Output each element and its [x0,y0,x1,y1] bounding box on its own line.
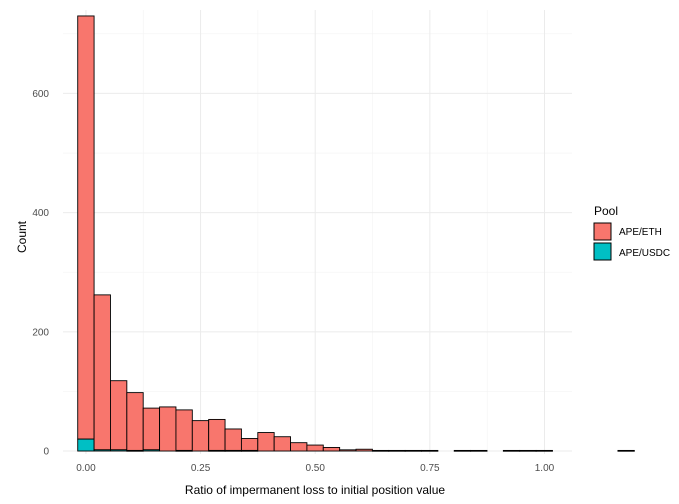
bar-ape-eth [404,449,422,452]
legend-label-ape-usdc: APE/USDC [619,248,670,259]
y-tick-label: 400 [32,208,49,219]
bar-ape-eth [290,442,308,452]
legend: Pool APE/ETH APE/USDC [593,204,670,261]
legend-key-ape-usdc [593,242,612,261]
grid [63,10,572,454]
bar-ape-eth [208,418,226,451]
bar-ape-usdc [126,449,144,452]
bar-ape-eth [77,15,95,440]
y-tick-label: 600 [32,89,49,100]
bar-ape-eth [257,432,275,452]
bar-ape-usdc [77,438,95,452]
bar-ape-eth [519,449,537,452]
x-axis-ticks: 0.00 0.25 0.50 0.75 1.00 [76,463,554,474]
bar-ape-eth [339,449,357,452]
bar-ape-eth [159,406,177,452]
bar-ape-usdc [208,449,226,452]
bar-ape-eth [110,380,128,451]
y-axis-ticks: 0 200 400 600 [32,89,49,458]
bar-ape-eth [273,436,291,452]
bar-ape-eth [355,448,373,452]
bar-ape-usdc [93,449,111,452]
bars [77,15,635,452]
x-tick-label: 0.75 [420,463,440,474]
bar-ape-eth [191,420,210,452]
y-tick-label: 0 [43,447,49,458]
bar-ape-usdc [175,449,193,452]
bar-ape-eth [126,392,144,451]
bar-ape-usdc [240,449,259,452]
x-tick-label: 0.50 [305,463,325,474]
legend-label-ape-eth: APE/ETH [619,227,662,238]
bar-ape-eth [240,438,259,451]
bar-ape-usdc [110,449,128,452]
legend-key-ape-eth [593,222,612,241]
bar-ape-eth [306,444,324,452]
bar-ape-eth [371,449,390,452]
legend-title: Pool [594,204,618,218]
bar-ape-eth [617,449,635,452]
bar-ape-eth [142,407,161,451]
bar-ape-eth [421,449,439,452]
y-tick-label: 200 [32,327,49,338]
bar-ape-eth [470,449,488,452]
bar-ape-usdc [142,449,161,452]
bar-ape-eth [322,446,341,452]
bar-ape-eth [93,294,111,451]
bar-ape-eth [175,409,193,451]
bar-ape-eth [502,449,521,452]
x-tick-label: 0.00 [76,463,96,474]
bar-ape-eth [224,428,242,451]
x-tick-label: 0.25 [191,463,211,474]
bar-ape-eth [535,449,553,452]
y-axis-title: Count [15,220,29,253]
bar-ape-eth [453,449,472,452]
x-axis-title: Ratio of impermanent loss to initial pos… [185,483,445,497]
bar-ape-usdc [224,449,242,452]
x-tick-label: 1.00 [535,463,555,474]
bar-ape-eth [388,449,406,452]
